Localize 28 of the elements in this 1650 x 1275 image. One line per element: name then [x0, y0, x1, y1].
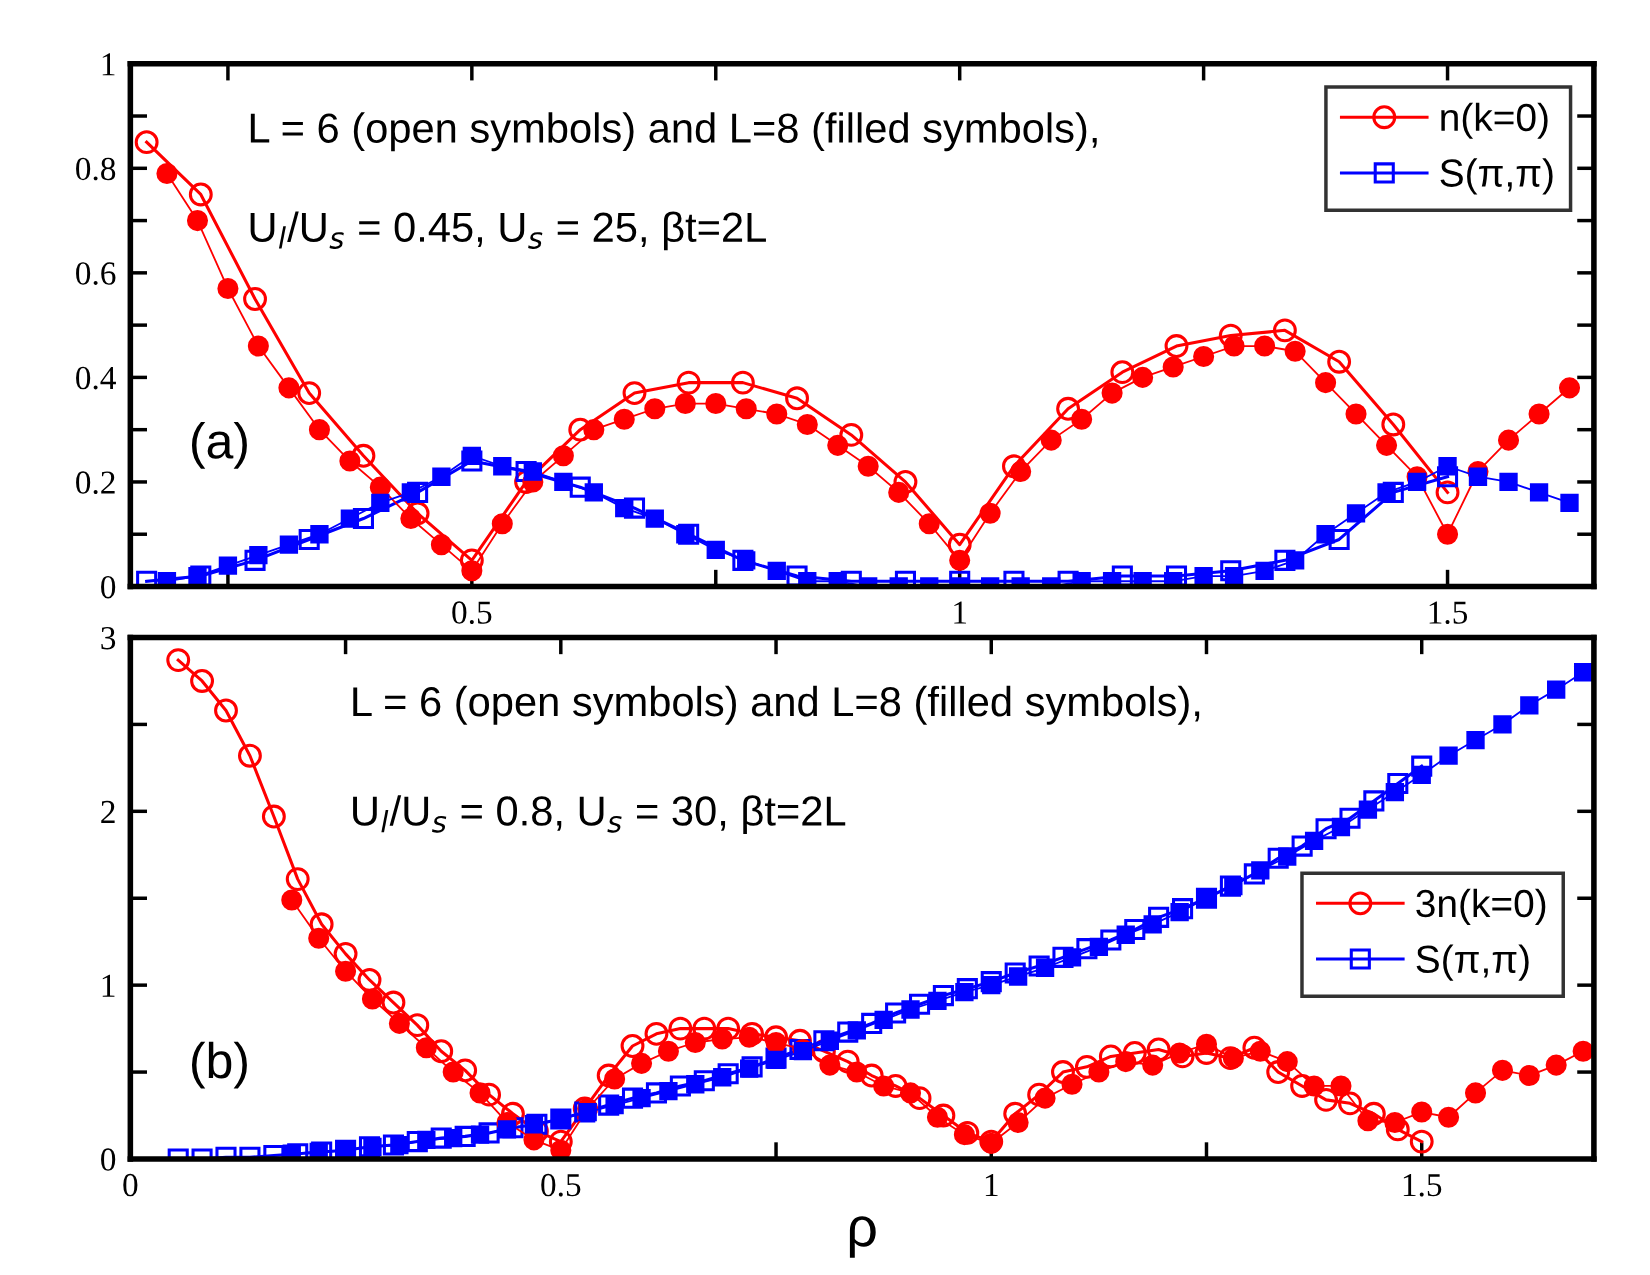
y-tick-label: 0 [101, 1148, 116, 1171]
y-tick-label: 2 [101, 800, 115, 823]
y-tick-label: 1 [102, 53, 115, 76]
annotation: U$_{l}$/U$_{s}$ = 0.8, U$_{s}$ = 30, βt=2L [353, 795, 846, 835]
y-tick-label: 3 [101, 626, 116, 650]
annotation: U$_{l}$/U$_{s}$ = 0.45, U$_{s}$ = 25, βt=2L [250, 211, 766, 251]
legend-label: S(π,π) [1416, 944, 1529, 981]
x-tick-label: 0 [123, 1173, 138, 1197]
x-axis-title: ρ [849, 1216, 876, 1258]
annotation: (a) [191, 422, 247, 469]
x-tick-label: 1.5 [1429, 601, 1468, 624]
y-tick-label: 0.2 [76, 471, 115, 494]
legend-label: n(k=0) [1441, 102, 1548, 139]
legend-label: S(π,π) [1440, 158, 1553, 195]
x-tick-label: 1 [954, 601, 967, 624]
annotation: L = 6 (open symbols) and L=8 (filled symbols), [353, 685, 1200, 725]
y-tick-label: 1 [102, 974, 115, 997]
y-tick-label: 0 [101, 575, 116, 599]
annotation: (b) [191, 1041, 247, 1089]
x-tick-label: 1 [985, 1173, 998, 1196]
annotation: L = 6 (open symbols) and L=8 (filled symbols), [250, 112, 1097, 152]
y-tick-label: 0.8 [76, 157, 116, 181]
legend-label: 3n(k=0) [1416, 888, 1546, 925]
x-tick-label: 1.5 [1403, 1173, 1442, 1197]
y-tick-label: 0.4 [76, 366, 116, 390]
x-tick-label: 0.5 [452, 601, 492, 624]
y-tick-label: 0.6 [76, 262, 116, 285]
x-tick-label: 0.5 [541, 1173, 581, 1197]
